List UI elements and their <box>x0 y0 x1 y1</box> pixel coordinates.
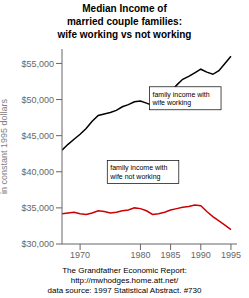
svg-text:1985: 1985 <box>161 250 181 260</box>
html-text:The Grandfather Economic Repor: The Grandfather Economic Report: <box>62 266 187 275</box>
svg-text:1995: 1995 <box>221 250 241 260</box>
html-text:data source: 1997 Statistical: data source: 1997 Statistical Abstract. … <box>47 286 202 295</box>
html-text:http://mwhodges.home.att.net/: http://mwhodges.home.att.net/ <box>70 276 179 285</box>
svg-text:1970: 1970 <box>70 250 90 260</box>
svg-text:family income withwife working: family income withwife working <box>152 91 210 108</box>
svg-text:in constant 1995 dollars: in constant 1995 dollars <box>8 98 9 194</box>
svg-text:$30,000: $30,000 <box>21 239 54 249</box>
svg-text:1980: 1980 <box>130 250 150 260</box>
html-text:wife working vs not working: wife working vs not working <box>57 29 192 40</box>
svg-text:family income withwife not wor: family income withwife not working <box>109 164 167 181</box>
svg-text:$35,000: $35,000 <box>21 203 54 213</box>
html-text:Median Income of: Median Income of <box>82 3 167 14</box>
svg-text:$55,000: $55,000 <box>21 59 54 69</box>
svg-text:$50,000: $50,000 <box>21 95 54 105</box>
svg-text:$45,000: $45,000 <box>21 131 54 141</box>
svg-text:$40,000: $40,000 <box>21 167 54 177</box>
html-text:married couple families:: married couple families: <box>67 16 182 27</box>
svg-text:1990: 1990 <box>191 250 211 260</box>
